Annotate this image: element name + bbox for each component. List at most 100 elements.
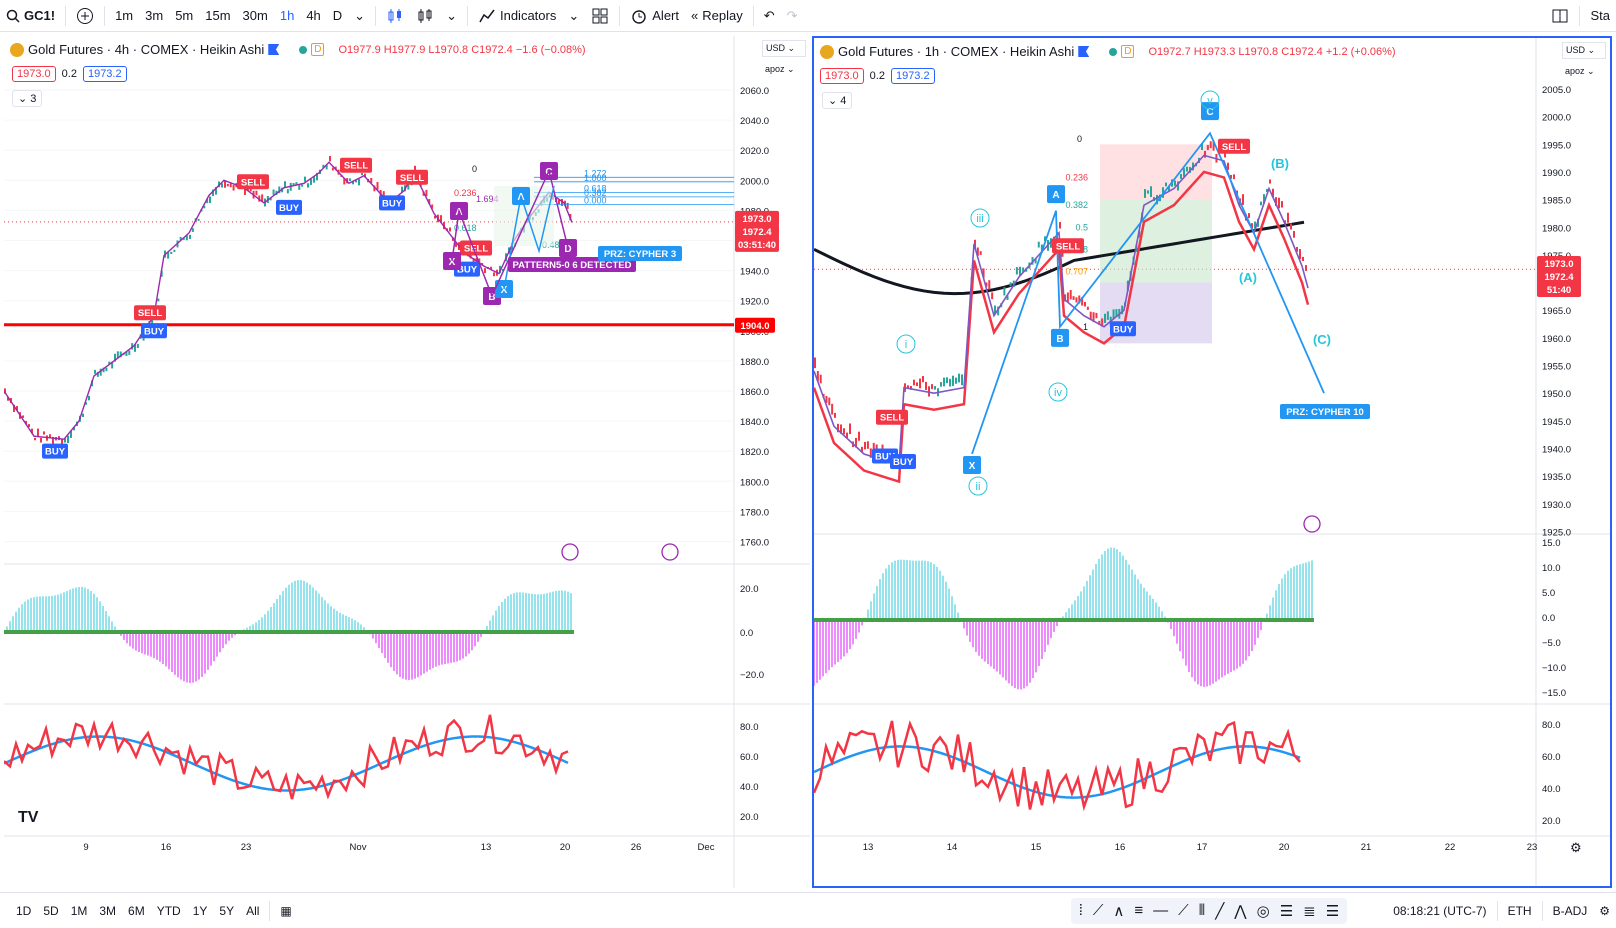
fib-channel-icon[interactable]: ☰ [1279,902,1294,920]
replay-button[interactable]: « Replay [685,0,749,32]
interval-4h[interactable]: 4h [306,8,321,23]
range-1d[interactable]: 1D [16,903,32,918]
indicators-button[interactable]: Indicators [472,0,562,32]
gann-icon[interactable]: ◎ [1256,902,1270,920]
symbol-search[interactable]: GC1! [0,0,61,32]
alert-button[interactable]: Alert [624,0,685,32]
price-tick-label: 1995.0 [1542,140,1571,151]
trend-line-icon[interactable]: ⟋ [1178,901,1189,919]
candle [919,378,921,389]
candle [1069,290,1072,300]
pitchfork-icon[interactable]: ⋀ [1234,902,1247,920]
ray-icon[interactable]: ╱ [1215,902,1225,920]
clock-display[interactable]: 08:18:21 (UTC-7) [1393,903,1487,918]
candle [934,386,936,390]
range-1m[interactable]: 1M [70,903,88,918]
range-ytd[interactable]: YTD [156,903,181,918]
pattern-point-marker[interactable] [1051,328,1069,347]
currency-select[interactable]: USD ⌄ [1562,42,1606,59]
date-tick-label: 13 [481,842,492,853]
lightning-icon[interactable] [1303,515,1321,533]
undo-button[interactable]: ↶ [758,0,781,32]
indicators-collapse-button[interactable]: ⌄ 4 [822,92,853,109]
range-6m[interactable]: 6M [128,903,145,918]
price-tick-label: 2000.0 [740,176,769,187]
bar-type-button[interactable] [380,0,410,32]
candle [189,234,191,239]
interval-dropdown[interactable]: ⌄ [348,0,371,32]
bid-price-button[interactable]: 1973.0 [820,68,864,84]
settings-button[interactable]: ⚙ [1593,904,1616,918]
xabcd-pattern-icon[interactable]: ∧ [1113,902,1125,920]
left-chart-pane[interactable]: 2060.02040.02020.02000.01980.01960.01940… [4,36,810,888]
date-tick-label: 23 [1527,842,1538,853]
interval-d[interactable]: D [332,8,343,23]
abcd-pattern-icon[interactable]: ⟋ [1092,901,1104,919]
right-chart-canvas[interactable]: 2005.02000.01995.01990.01985.01980.01975… [814,38,1610,886]
interval-1h[interactable]: 1h [279,8,295,23]
left-chart-canvas[interactable]: 2060.02040.02020.02000.01980.01960.01940… [4,36,810,888]
ask-price-button[interactable]: 1973.2 [890,68,935,84]
ask-price-button[interactable]: 1973.2 [82,66,127,82]
parallel-channel-icon[interactable]: ⦀ [1198,901,1206,919]
indicators-dropdown[interactable]: ⌄ [562,0,585,32]
lightning-icon[interactable] [561,543,579,561]
candle [1086,306,1089,310]
adjustment-toggle[interactable]: B-ADJ [1552,903,1588,918]
candle [85,402,87,405]
range-1y[interactable]: 1Y [192,903,208,918]
range-5y[interactable]: 5Y [219,903,235,918]
range-3m[interactable]: 3M [99,903,117,918]
range-5d[interactable]: 5D [43,903,59,918]
interval-15m[interactable]: 15m [205,8,231,23]
bid-price-button[interactable]: 1973.0 [12,66,56,82]
compare-symbol-button[interactable] [70,0,100,32]
interval-3m[interactable]: 3m [145,8,164,23]
range-all[interactable]: All [246,903,260,918]
horizontal-line-icon[interactable]: — [1153,901,1169,919]
flag-icon[interactable] [268,44,280,55]
scale-mode-select[interactable]: apoz ⌄ [1562,64,1606,79]
interval-5m[interactable]: 5m [175,8,194,23]
interval-1m[interactable]: 1m [115,8,134,23]
regression-icon[interactable]: ≣ [1303,902,1316,920]
forward-icon[interactable] [661,543,679,561]
scale-mode-select[interactable]: apoz ⌄ [762,62,806,77]
chart-settings-icon: ⚙ [1570,840,1582,855]
candle [825,395,828,404]
layout-button[interactable] [585,0,615,32]
interval-30m[interactable]: 30m [242,8,268,23]
chart-type-button[interactable] [410,0,440,32]
toggle-panel-button[interactable] [1545,0,1575,32]
indicators-label: Indicators [499,8,557,23]
goto-date-button[interactable]: ▦ [274,904,297,918]
session-toggle[interactable]: ETH [1507,903,1532,918]
redo-button[interactable]: ↷ [781,0,804,32]
signal-label-bg [1110,321,1136,337]
spread-value: 0.2 [869,70,885,82]
pattern-point-marker[interactable] [1201,102,1219,121]
pattern-point-marker[interactable] [1047,185,1065,204]
candle [490,266,492,270]
candle [37,428,39,437]
date-tick-label: 20 [560,842,571,853]
currency-select[interactable]: USD ⌄ [762,40,806,57]
candle [1251,223,1253,230]
flag-icon[interactable] [1078,46,1090,57]
candle [472,258,475,264]
right-chart-pane[interactable]: 2005.02000.01995.01990.01985.01980.01975… [812,36,1612,888]
save-layout-button[interactable]: Sta [1590,8,1610,23]
chart-type-dropdown[interactable]: ⌄ [440,0,463,32]
candle [349,178,351,182]
fib-level-label: 1.000 [584,173,607,183]
candle [861,446,863,453]
indicators-collapse-button[interactable]: ⌄ 3 [12,90,43,107]
candle [1272,188,1274,198]
osc-tick-label: −15.0 [1542,688,1566,699]
menu-icon[interactable]: ☰ [1325,902,1340,920]
grip-icon[interactable]: ⁞ [1078,901,1083,919]
pattern-point-marker[interactable] [963,456,981,475]
candle [1089,311,1092,320]
fib-retracement-icon[interactable]: ≡ [1134,901,1144,919]
candle [828,397,831,406]
